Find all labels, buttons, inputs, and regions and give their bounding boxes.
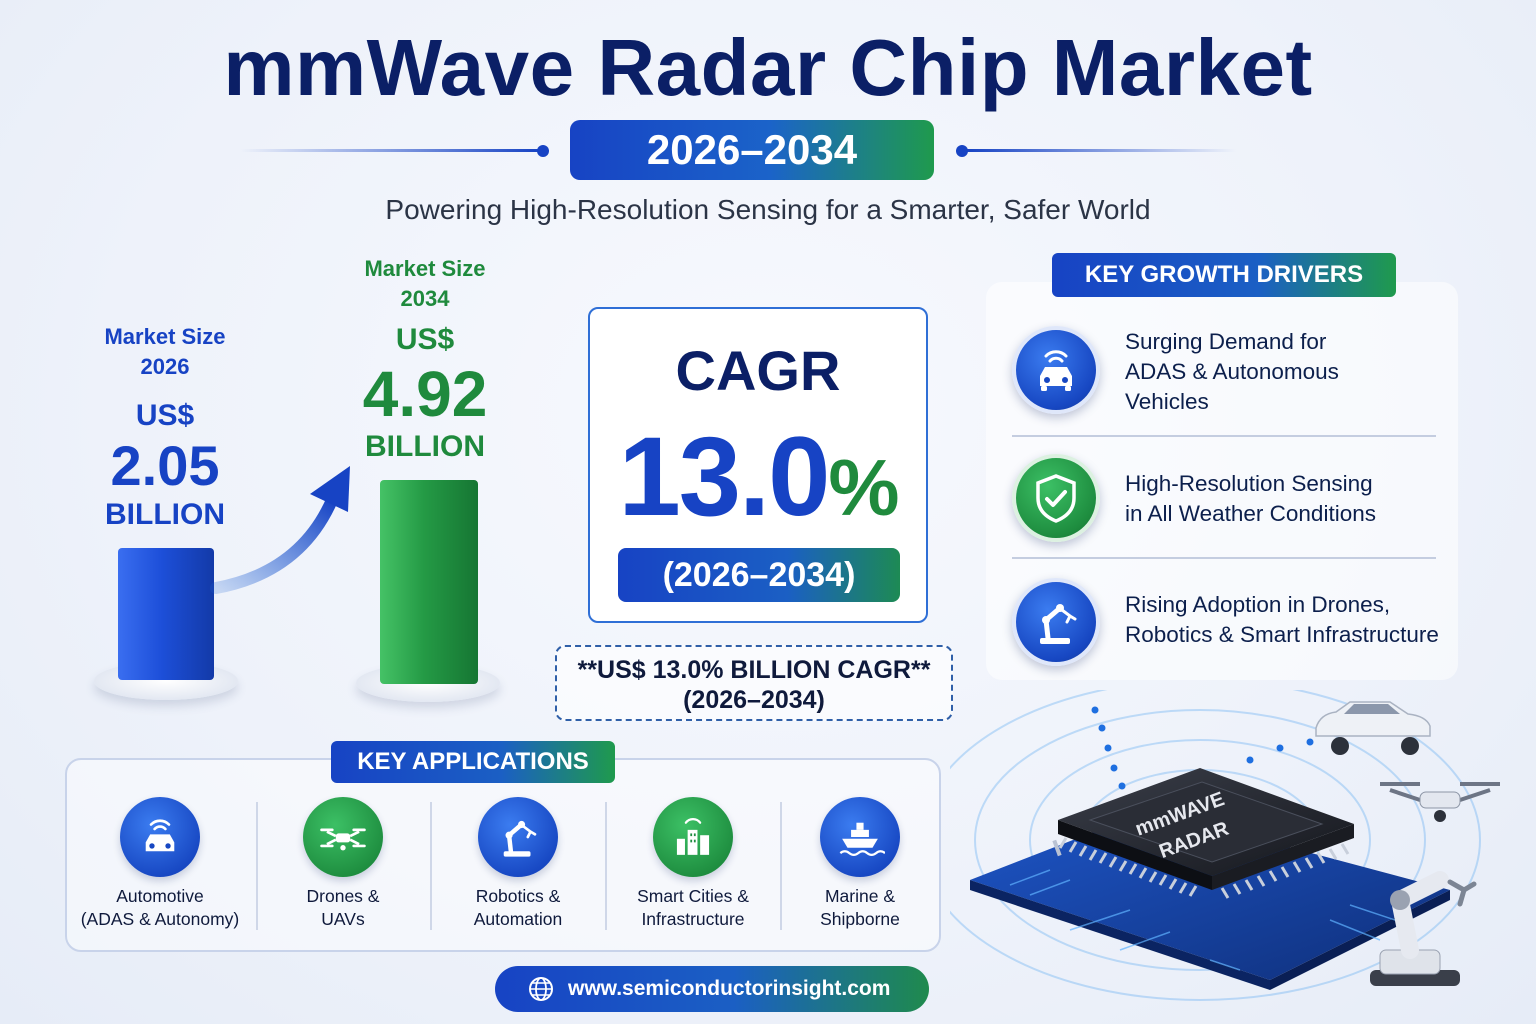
radar-chip-illustration: mmWAVE RADAR [950,690,1500,1001]
cagr-number: 13.0 [618,414,830,539]
app-5-line2: Shipborne [820,909,900,929]
currency-2026: US$ [135,399,195,432]
app-separator [780,802,782,930]
market-size-2034-label-line1: Market Size [364,256,486,281]
cagr-value: 13.0% [588,412,928,541]
driver-3-line2: Robotics & Smart Infrastructure [1125,622,1439,647]
ship-icon [820,797,900,877]
divider-dot-right [956,145,968,157]
app-2-line1: Drones & [306,886,380,906]
application-automotive: Automotive (ADAS & Autonomy) [70,885,250,931]
market-size-2026-value: US$ 2.05 BILLION [80,398,250,532]
application-smart-cities: Smart Cities & Infrastructure [603,885,783,931]
driver-1-line1: Surging Demand for [1125,329,1327,354]
application-marine: Marine & Shipborne [770,885,950,931]
market-size-2034-value: US$ 4.92 BILLION [330,322,520,464]
title-divider-right [966,149,1236,152]
cagr-range-badge: (2026–2034) [618,548,900,602]
website-badge[interactable] [495,966,929,1012]
app-4-line2: Infrastructure [641,909,745,929]
shield-check-icon [1012,454,1100,542]
page-subtitle: Powering High-Resolution Sensing for a S… [385,194,1151,225]
unit-2026: BILLION [105,498,225,531]
driver-3-line1: Rising Adoption in Drones, [1125,592,1391,617]
globe-icon [529,977,553,1001]
page-title: mmWave Radar Chip Market [223,23,1313,112]
unit-2034: BILLION [365,430,485,463]
market-size-2026-year: 2026 [140,354,190,379]
market-size-2026-label-line1: Market Size [104,324,226,349]
driver-2-line2: in All Weather Conditions [1125,501,1376,526]
divider-dot-left [537,145,549,157]
driver-1-line3: Vehicles [1125,389,1209,414]
currency-2034: US$ [395,323,455,356]
app-3-line2: Automation [473,909,563,929]
driver-separator [1012,435,1436,437]
bar-2026 [118,548,214,680]
value-2034: 4.92 [362,358,488,430]
drone-icon [303,797,383,877]
robot-arm-icon [478,797,558,877]
application-drones: Drones & UAVs [253,885,433,931]
value-2026: 2.05 [110,434,220,497]
app-1-line1: Automotive [116,886,204,906]
driver-2-line1: High-Resolution Sensing [1125,471,1373,496]
growth-arrow-icon [210,466,350,594]
cagr-note-line2: (2026–2034) [683,686,825,714]
driver-3-text: Rising Adoption in Drones, Robotics & Sm… [1125,590,1439,650]
app-separator [430,802,432,930]
app-3-line1: Robotics & [475,886,561,906]
bar-2034 [380,480,478,684]
city-icon [653,797,733,877]
app-separator [605,802,607,930]
cagr-note: **US$ 13.0% BILLION CAGR** (2026–2034) [555,645,953,721]
applications-heading: KEY APPLICATIONS [331,741,615,783]
cagr-title: CAGR [675,339,841,402]
driver-1-line2: ADAS & Autonomous [1125,359,1339,384]
car-signal-icon [1012,326,1100,414]
website-url[interactable]: www.semiconductorinsight.com [568,977,891,1000]
market-size-2026-label: Market Size 2026 [80,322,250,382]
robot-arm-icon [1012,578,1100,666]
driver-separator [1012,557,1436,559]
title-divider-left [240,149,540,152]
app-4-line1: Smart Cities & [637,886,749,906]
cagr-note-line1: **US$ 13.0% BILLION CAGR** [577,656,931,684]
application-robotics: Robotics & Automation [428,885,608,931]
market-size-2034-year: 2034 [400,286,450,311]
driver-1-text: Surging Demand for ADAS & Autonomous Veh… [1125,327,1339,417]
app-5-line1: Marine & [824,886,896,906]
app-1-line2: (ADAS & Autonomy) [80,909,240,929]
app-2-line2: UAVs [321,909,365,929]
cagr-percent-sign: % [828,443,899,532]
year-range-badge: 2026–2034 [570,120,934,180]
driver-2-text: High-Resolution Sensing in All Weather C… [1125,469,1376,529]
app-separator [256,802,258,930]
growth-drivers-heading: KEY GROWTH DRIVERS [1052,253,1396,297]
car-signal-icon [120,797,200,877]
market-size-2034-label: Market Size 2034 [340,254,510,314]
